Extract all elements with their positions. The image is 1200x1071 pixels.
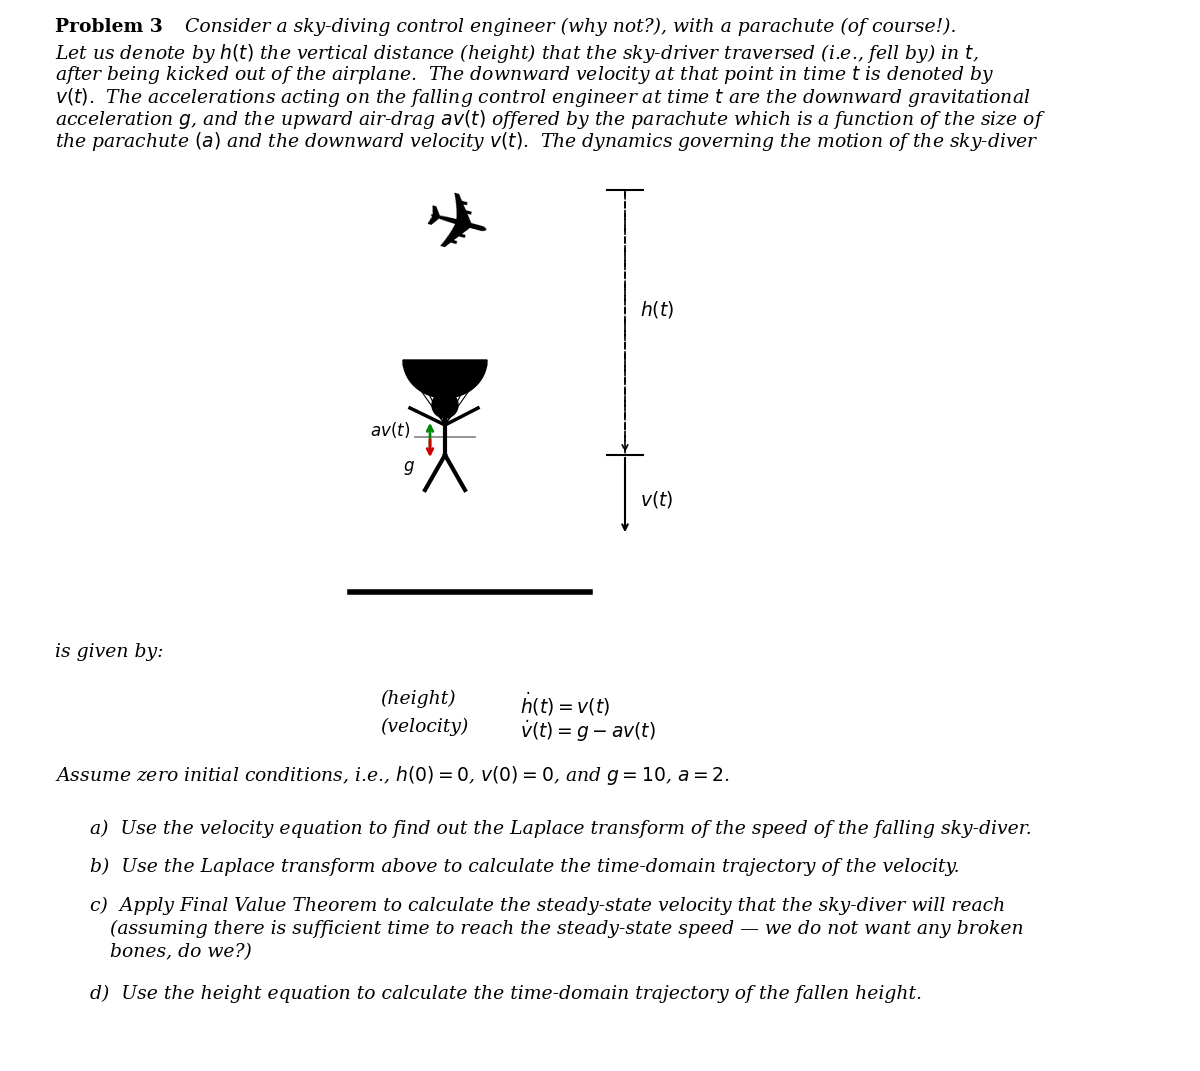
Text: $v(t)$: $v(t)$ (640, 489, 673, 511)
Polygon shape (403, 360, 487, 398)
Text: Consider a sky-diving control engineer (why not?), with a parachute (of course!): Consider a sky-diving control engineer (… (185, 18, 956, 36)
Text: the parachute $(a)$ and the downward velocity $v(t)$.  The dynamics governing th: the parachute $(a)$ and the downward vel… (55, 130, 1039, 153)
Text: $av(t)$: $av(t)$ (370, 420, 410, 440)
Text: Problem 3: Problem 3 (55, 18, 163, 36)
Text: $\dot{h}(t) = v(t)$: $\dot{h}(t) = v(t)$ (520, 690, 611, 718)
Text: after being kicked out of the airplane.  The downward velocity at that point in : after being kicked out of the airplane. … (55, 64, 994, 86)
Text: $h(t)$: $h(t)$ (640, 300, 674, 320)
Text: (height): (height) (380, 690, 456, 708)
Text: a)  Use the velocity equation to find out the Laplace transform of the speed of : a) Use the velocity equation to find out… (90, 820, 1032, 839)
Text: Assume zero initial conditions, i.e., $h(0) = 0$, $v(0) = 0$, and $g = 10$, $a =: Assume zero initial conditions, i.e., $h… (55, 764, 730, 787)
Text: c)  Apply Final Value Theorem to calculate the steady-state velocity that the sk: c) Apply Final Value Theorem to calculat… (90, 897, 1006, 916)
Text: Let us denote by $h(t)$ the vertical distance (height) that the sky-driver trave: Let us denote by $h(t)$ the vertical dis… (55, 42, 979, 65)
Text: d)  Use the height equation to calculate the time-domain trajectory of the falle: d) Use the height equation to calculate … (90, 985, 922, 1004)
Circle shape (432, 392, 458, 418)
Text: $v(t)$.  The accelerations acting on the falling control engineer at time $t$ ar: $v(t)$. The accelerations acting on the … (55, 86, 1031, 109)
Text: $\dot{v}(t) = g - av(t)$: $\dot{v}(t) = g - av(t)$ (520, 718, 656, 743)
Text: ✈: ✈ (413, 183, 498, 276)
Text: $g$: $g$ (403, 459, 415, 477)
Text: acceleration $g$, and the upward air-drag $av(t)$ offered by the parachute which: acceleration $g$, and the upward air-dra… (55, 108, 1045, 131)
Text: (assuming there is sufficient time to reach the steady-state speed — we do not w: (assuming there is sufficient time to re… (110, 920, 1024, 938)
Text: bones, do we?): bones, do we?) (110, 942, 252, 961)
Text: (velocity): (velocity) (380, 718, 468, 736)
Text: is given by:: is given by: (55, 643, 163, 661)
Text: b)  Use the Laplace transform above to calculate the time-domain trajectory of t: b) Use the Laplace transform above to ca… (90, 858, 960, 876)
